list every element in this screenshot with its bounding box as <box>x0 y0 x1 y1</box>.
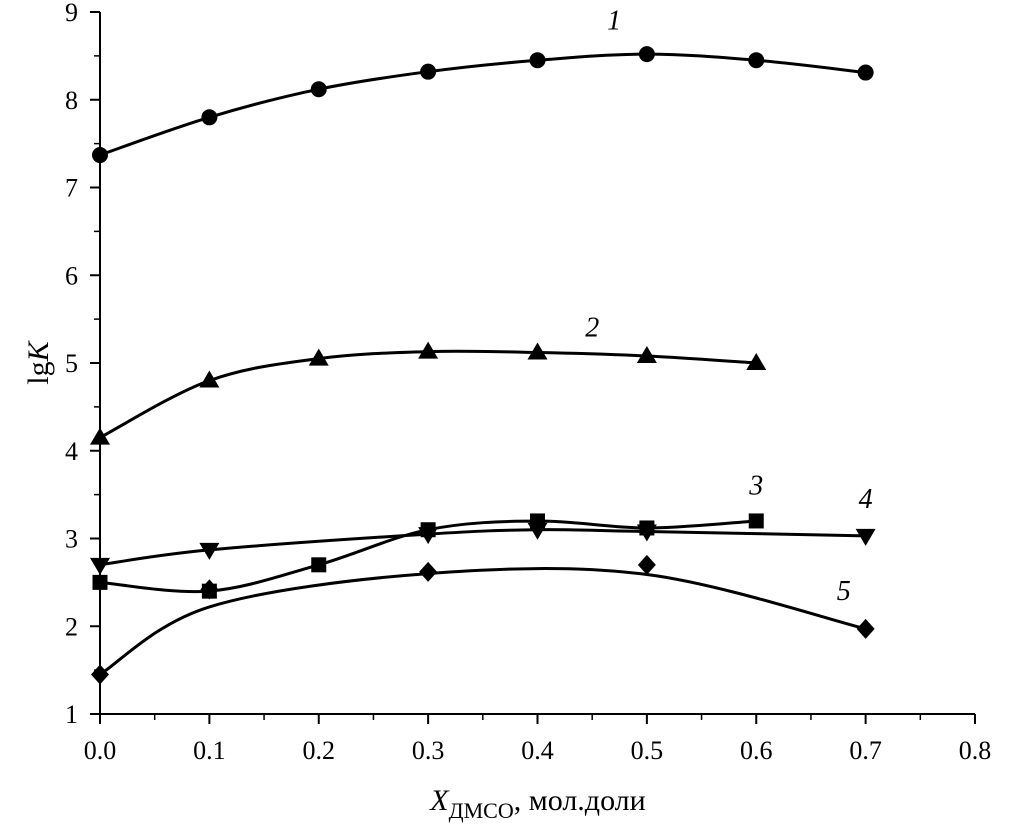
series-1-point <box>310 81 327 98</box>
series-2-label: 2 <box>585 313 599 344</box>
series-1-point <box>201 109 218 126</box>
series-3-point <box>748 513 764 529</box>
series-5-point <box>419 561 438 582</box>
y-tick-label: 1 <box>65 700 78 729</box>
series-5-point <box>200 579 219 600</box>
series-2-point <box>746 353 767 370</box>
series-2-curve <box>99 349 757 439</box>
series-4-point <box>855 528 876 546</box>
y-tick-label: 6 <box>65 261 78 290</box>
series-2-point <box>199 370 220 388</box>
series-4-point <box>199 542 220 560</box>
labels: 1 2 3 4 5 <box>585 6 872 607</box>
y-tick-label: 2 <box>65 612 78 641</box>
series-5-curve <box>99 567 866 676</box>
y-tick-label: 3 <box>65 525 78 554</box>
x-tick-label: 0.3 <box>412 736 445 765</box>
series-1-point <box>748 52 765 69</box>
series-4-point <box>418 527 439 545</box>
x-axis-title: XДМСО, мол.доли <box>429 784 645 823</box>
series-4-label: 4 <box>859 484 873 515</box>
series-3-point <box>311 557 327 573</box>
series-1-point <box>529 52 546 69</box>
series-5-point <box>856 618 875 639</box>
series-1-point <box>92 147 108 164</box>
series-1-point <box>638 46 655 63</box>
y-tick-label: 4 <box>65 437 78 466</box>
axes: 0.0 0.1 0.2 0.3 0.4 0.5 0.6 0.7 0.8 1 2 3 4 5 6 7 8 9 XДМС… <box>22 0 991 823</box>
x-tick-label: 0.4 <box>521 736 554 765</box>
series-2-point <box>527 342 548 360</box>
series-5-point <box>637 554 656 575</box>
series-2-point <box>418 341 439 359</box>
series-1-point <box>420 63 437 80</box>
series-2-point <box>90 427 110 445</box>
series-4-point <box>527 522 548 540</box>
y-tick-label: 9 <box>65 0 78 27</box>
series-4-point <box>636 524 657 542</box>
x-tick-label: 0.2 <box>303 736 336 765</box>
series-1-curve <box>99 52 866 157</box>
x-tick-label: 0.8 <box>959 736 992 765</box>
x-tick-label: 0.7 <box>849 736 882 765</box>
x-tick-label: 0.5 <box>631 736 664 765</box>
y-axis-title: lgK <box>22 339 55 384</box>
series-5-label: 5 <box>837 576 851 607</box>
series-1-point <box>857 64 874 81</box>
series-1-label: 1 <box>607 6 621 37</box>
y-tick-label: 5 <box>65 349 78 378</box>
series-5-point <box>91 664 109 685</box>
x-tick-label: 0.1 <box>193 736 226 765</box>
x-tick-label: 0.6 <box>740 736 773 765</box>
series-3-point <box>92 574 108 590</box>
markers <box>90 46 876 685</box>
series-4-point <box>90 557 110 575</box>
series-2-point <box>308 348 329 366</box>
series-2-point <box>636 345 657 363</box>
x-tick-label: 0.0 <box>84 736 117 765</box>
y-tick-label: 8 <box>65 86 78 115</box>
series-3-label: 3 <box>748 471 763 502</box>
y-tick-label: 7 <box>65 174 78 203</box>
